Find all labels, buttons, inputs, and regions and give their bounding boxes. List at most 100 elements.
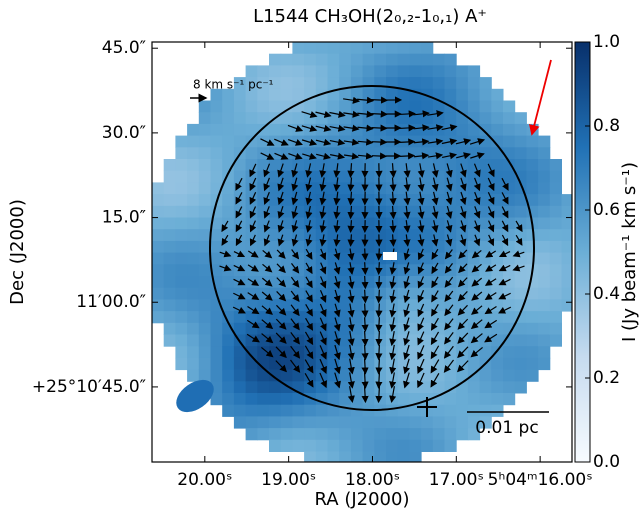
map-pixel [175, 206, 187, 218]
map-pixel [281, 346, 293, 358]
map-pixel [269, 416, 281, 428]
map-pixel [480, 241, 492, 253]
y-tick-label: 11′00.0″ [76, 292, 146, 312]
map-pixel [211, 323, 223, 335]
map-pixel [292, 229, 304, 241]
map-pixel [351, 346, 363, 358]
x-tick-label: 20.00ˢ [177, 470, 232, 490]
map-pixel [339, 393, 351, 405]
map-pixel [468, 381, 480, 393]
map-pixel [468, 358, 480, 370]
map-pixel [480, 393, 492, 405]
map-pixel [433, 77, 445, 89]
map-pixel [456, 124, 468, 136]
map-pixel [175, 346, 187, 358]
map-pixel [339, 299, 351, 311]
map-pixel [421, 311, 433, 323]
map-pixel [503, 147, 515, 159]
map-pixel [421, 381, 433, 393]
map-pixel [515, 335, 527, 347]
map-pixel [526, 346, 538, 358]
map-pixel [503, 194, 515, 206]
vector [365, 303, 366, 316]
map-pixel [199, 323, 211, 335]
map-pixel [526, 323, 538, 335]
map-pixel [175, 323, 187, 335]
map-pixel [480, 381, 492, 393]
map-pixel [515, 112, 527, 124]
map-pixel [339, 171, 351, 183]
map-pixel [175, 136, 187, 148]
map-pixel [468, 77, 480, 89]
map-pixel [421, 206, 433, 218]
map-pixel [304, 346, 316, 358]
map-pixel [374, 42, 386, 54]
map-pixel [187, 241, 199, 253]
map-pixel [246, 416, 258, 428]
map-pixel [526, 171, 538, 183]
map-pixel [222, 393, 234, 405]
vector [365, 290, 366, 303]
map-pixel [433, 264, 445, 276]
map-pixel [187, 171, 199, 183]
map-pixel [199, 194, 211, 206]
map-pixel [175, 218, 187, 230]
vector-scale-label: 8 km s⁻¹ pc⁻¹ [193, 78, 274, 92]
map-pixel [421, 194, 433, 206]
map-pixel [538, 323, 550, 335]
map-pixel [538, 299, 550, 311]
chart-title: L1544 CH₃OH(2₀,₂-1₀,₁) A⁺ [253, 6, 487, 27]
map-pixel [292, 440, 304, 452]
map-pixel [433, 440, 445, 452]
map-pixel [503, 112, 515, 124]
vector [379, 276, 380, 288]
map-pixel [152, 276, 164, 288]
map-pixel [433, 416, 445, 428]
map-pixel [328, 101, 340, 113]
map-pixel [222, 229, 234, 241]
map-pixel [491, 311, 503, 323]
map-pixel [538, 346, 550, 358]
map-pixel [491, 194, 503, 206]
map-pixel [175, 276, 187, 288]
map-pixel [281, 65, 293, 77]
map-pixel [339, 428, 351, 440]
map-pixel [269, 241, 281, 253]
map-pixel [538, 159, 550, 171]
map-pixel [398, 393, 410, 405]
map-pixel [164, 253, 176, 265]
map-pixel [292, 311, 304, 323]
map-pixel [515, 264, 527, 276]
map-pixel [316, 54, 328, 66]
y-tick-label: 45.0″ [102, 38, 146, 58]
map-pixel [257, 381, 269, 393]
map-pixel [339, 206, 351, 218]
map-pixel [281, 428, 293, 440]
map-pixel [175, 241, 187, 253]
map-pixel [222, 276, 234, 288]
map-pixel [234, 381, 246, 393]
y-tick-label: 30.0″ [102, 123, 146, 143]
map-pixel [234, 112, 246, 124]
map-pixel [199, 311, 211, 323]
map-pixel [445, 65, 457, 77]
map-pixel [491, 323, 503, 335]
vector [393, 234, 394, 245]
map-pixel [269, 346, 281, 358]
map-pixel [269, 381, 281, 393]
map-pixel [257, 393, 269, 405]
map-pixel [292, 428, 304, 440]
map-pixel [386, 405, 398, 417]
map-pixel [480, 77, 492, 89]
map-pixel [316, 65, 328, 77]
map-pixel [550, 288, 562, 300]
map-pixel [468, 346, 480, 358]
map-pixel [374, 229, 386, 241]
map-pixel [351, 440, 363, 452]
map-pixel [515, 159, 527, 171]
map-pixel [503, 393, 515, 405]
map-pixel [246, 381, 258, 393]
map-pixel [339, 311, 351, 323]
map-pixel [374, 124, 386, 136]
map-pixel [491, 89, 503, 101]
